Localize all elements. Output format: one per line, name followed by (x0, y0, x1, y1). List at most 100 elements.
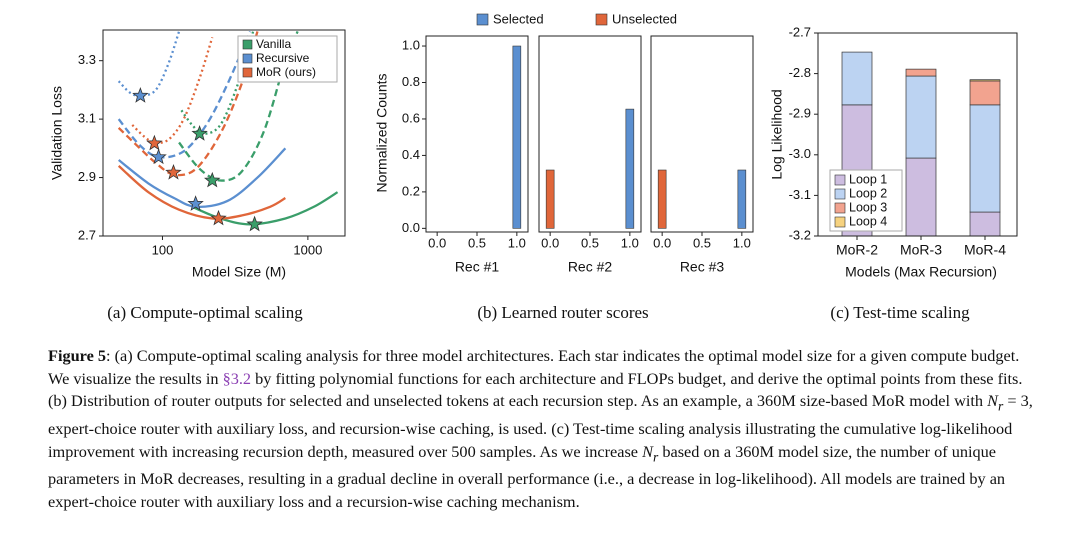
legend-swatch (834, 202, 846, 214)
caption-text: based on a 360M model size, the number o… (48, 441, 1006, 512)
y-tick-label: -2.7 (789, 24, 811, 39)
loss-curve (117, 31, 252, 159)
y-tick-label: -2.8 (789, 65, 811, 80)
plot-frame (817, 32, 1018, 237)
x-tick-label: 1.0 (733, 235, 751, 250)
x-tick-label: 0.0 (428, 235, 446, 250)
x-tick-label: 100 (152, 242, 174, 257)
panel-label: Rec #3 (680, 259, 725, 275)
y-tick-label: -3.2 (789, 227, 811, 242)
optimum-star (246, 215, 263, 232)
bar (625, 108, 635, 229)
loss-curve (117, 31, 259, 177)
legend-swatch (834, 188, 846, 200)
y-tick-label: 2.7 (78, 227, 96, 242)
x-tick-label: MoR-3 (900, 242, 942, 258)
y-axis-label: Normalized Counts (374, 73, 390, 192)
y-tick-label: 3.3 (78, 52, 96, 67)
x-tick-label: 0.5 (693, 235, 711, 250)
legend-swatch (242, 39, 253, 50)
legend-label: Recursive (256, 51, 310, 65)
optimum-star (191, 125, 208, 141)
panel-label: Rec #2 (568, 259, 613, 275)
y-tick-label: -3.1 (789, 187, 811, 202)
y-tick-label: 0.2 (402, 183, 420, 198)
optimum-star (146, 134, 163, 151)
legend-swatch (242, 67, 253, 78)
bar-segment (969, 211, 1001, 237)
subfigure-caption: (a) Compute-optimal scaling (107, 303, 303, 322)
legend-swatch (834, 216, 846, 228)
y-tick-label: 0.4 (402, 147, 420, 162)
subfigure-caption: (c) Test-time scaling (830, 303, 970, 322)
loss-curve (117, 147, 287, 209)
optimum-star (132, 87, 149, 103)
y-axis-label: Log Likelihood (769, 89, 785, 179)
legend-swatch (476, 13, 489, 26)
legend-label: Unselected (612, 11, 677, 26)
bar-segment (905, 157, 937, 237)
math-subscript: r (997, 398, 1004, 414)
x-tick-label: 1000 (293, 242, 322, 257)
math-subscript: r (652, 448, 659, 464)
subfigure-caption: (b) Learned router scores (477, 303, 648, 322)
caption-text: = 3, expert-choice router with auxiliary… (48, 391, 1033, 461)
legend-label: Loop 3 (849, 200, 887, 214)
optimum-star (165, 163, 182, 180)
loss-curve (131, 36, 214, 144)
figure-caption: Figure 5: (a) Compute-optimal scaling an… (48, 345, 1040, 514)
bar-segment (905, 68, 937, 77)
y-axis-label: Validation Loss (49, 86, 65, 180)
legend-label: MoR (ours) (256, 65, 316, 79)
bar (545, 169, 555, 229)
bar-segment (969, 80, 1001, 106)
y-tick-label: -2.9 (789, 106, 811, 121)
legend-box (237, 35, 338, 83)
y-tick-label: 0.6 (402, 110, 420, 125)
x-tick-label: 0.5 (468, 235, 486, 250)
caption-text: : (a) Compute-optimal scaling analysis f… (48, 346, 1020, 388)
x-tick-label: MoR-4 (964, 242, 1006, 258)
bar-segment (969, 79, 1001, 82)
loss-curve (117, 31, 181, 98)
optimum-star (210, 209, 227, 226)
y-tick-label: 1.0 (402, 37, 420, 52)
bar (657, 169, 667, 229)
bar (737, 169, 747, 229)
y-tick-label: 2.9 (78, 169, 96, 184)
optimum-star (204, 171, 221, 188)
figure-label: Figure 5 (48, 346, 107, 365)
y-tick-label: 3.1 (78, 111, 96, 126)
legend-swatch (834, 174, 846, 186)
math-symbol: N (987, 391, 998, 411)
x-tick-label: MoR-2 (836, 242, 878, 258)
x-tick-label: 0.5 (581, 235, 599, 250)
x-axis-label: Models (Max Recursion) (845, 264, 997, 280)
legend-label: Loop 1 (849, 172, 887, 186)
x-axis-label: Model Size (M) (192, 264, 286, 280)
bar-segment (841, 51, 873, 106)
math-symbol: N (642, 441, 653, 461)
x-tick-label: 1.0 (508, 235, 526, 250)
legend-swatch (595, 13, 608, 26)
caption-text: by fitting polynomial functions for each… (48, 368, 1023, 411)
plot-frame (102, 29, 346, 237)
loss-curve (117, 165, 286, 220)
legend-label: Vanilla (256, 37, 291, 51)
y-tick-label: 0.0 (402, 220, 420, 235)
section-link[interactable]: §3.2 (222, 368, 252, 388)
y-tick-label: -3.0 (789, 146, 811, 161)
bar-segment (905, 75, 937, 159)
x-tick-label: 0.0 (541, 235, 559, 250)
legend-label: Loop 2 (849, 186, 887, 200)
panel-label: Rec #1 (455, 259, 500, 275)
figure: 2.7 2.9 3.1 3.3 100 1000 Validation Loss Model … (49, 11, 1018, 322)
optimum-star (150, 148, 167, 165)
bar-segment (969, 104, 1001, 213)
y-tick-label: 0.8 (402, 74, 420, 89)
legend-label: Loop 4 (849, 214, 887, 228)
legend-swatch (242, 53, 253, 64)
x-tick-label: 0.0 (653, 235, 671, 250)
legend-label: Selected (493, 11, 544, 26)
